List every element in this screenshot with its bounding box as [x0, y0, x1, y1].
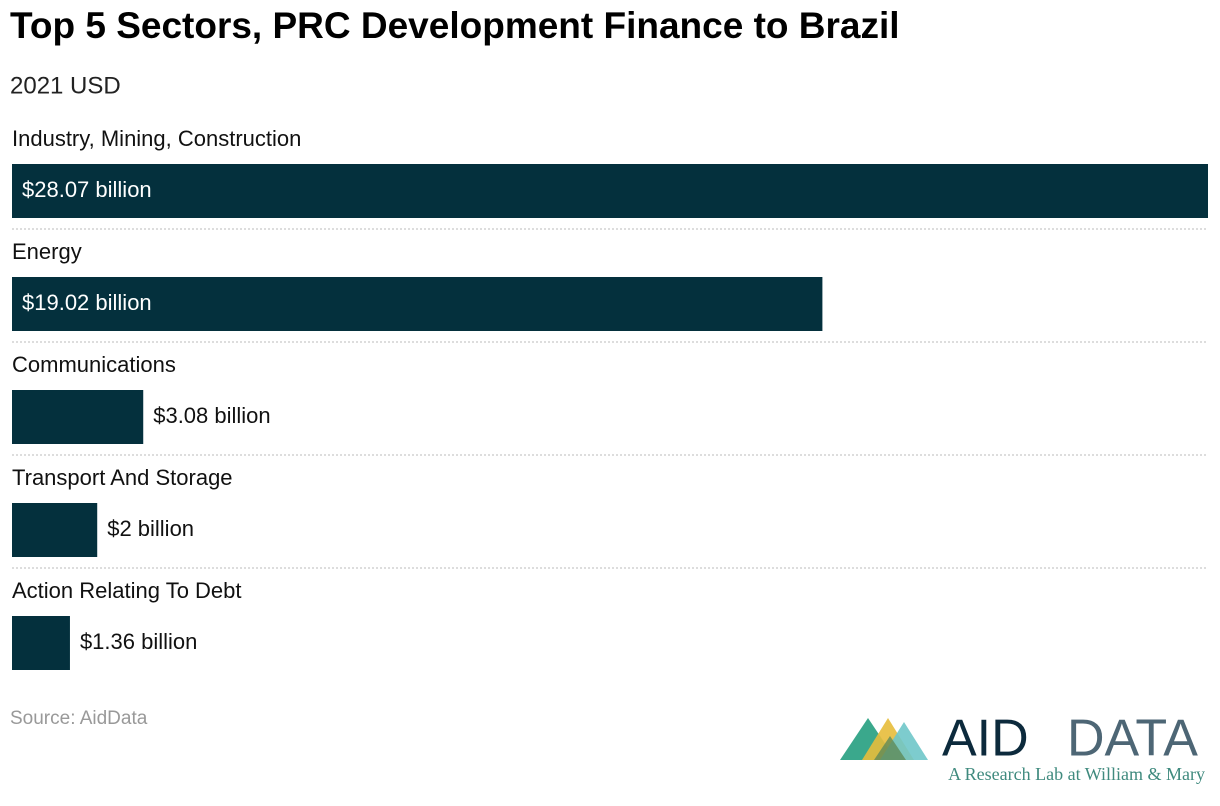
bar — [12, 503, 98, 557]
category-label: Energy — [12, 239, 82, 264]
logo-text: AID — [942, 710, 1029, 768]
logo-triangle — [874, 736, 906, 760]
bar — [12, 390, 144, 444]
value-label: $2 billion — [107, 516, 194, 541]
chart-subtitle: 2021 USD — [10, 72, 121, 99]
category-label: Industry, Mining, Construction — [12, 126, 301, 151]
logo: AID DATA A Research Lab at William & Mar… — [840, 710, 1205, 784]
bar — [12, 164, 1208, 218]
bar — [12, 277, 823, 331]
value-label: $28.07 billion — [22, 177, 152, 202]
source: Source: AidData — [10, 708, 148, 729]
value-label: $19.02 billion — [22, 290, 152, 315]
category-label: Transport And Storage — [12, 465, 233, 490]
category-label: Communications — [12, 352, 176, 377]
value-label: $3.08 billion — [153, 403, 270, 428]
logo-tagline: A Research Lab at William & Mary — [948, 764, 1205, 784]
logo-text: DATA — [1067, 710, 1198, 768]
bar — [12, 616, 70, 670]
value-label: $1.36 billion — [80, 629, 197, 654]
chart-title: Top 5 Sectors, PRC Development Finance t… — [10, 5, 900, 46]
category-label: Action Relating To Debt — [12, 578, 242, 603]
